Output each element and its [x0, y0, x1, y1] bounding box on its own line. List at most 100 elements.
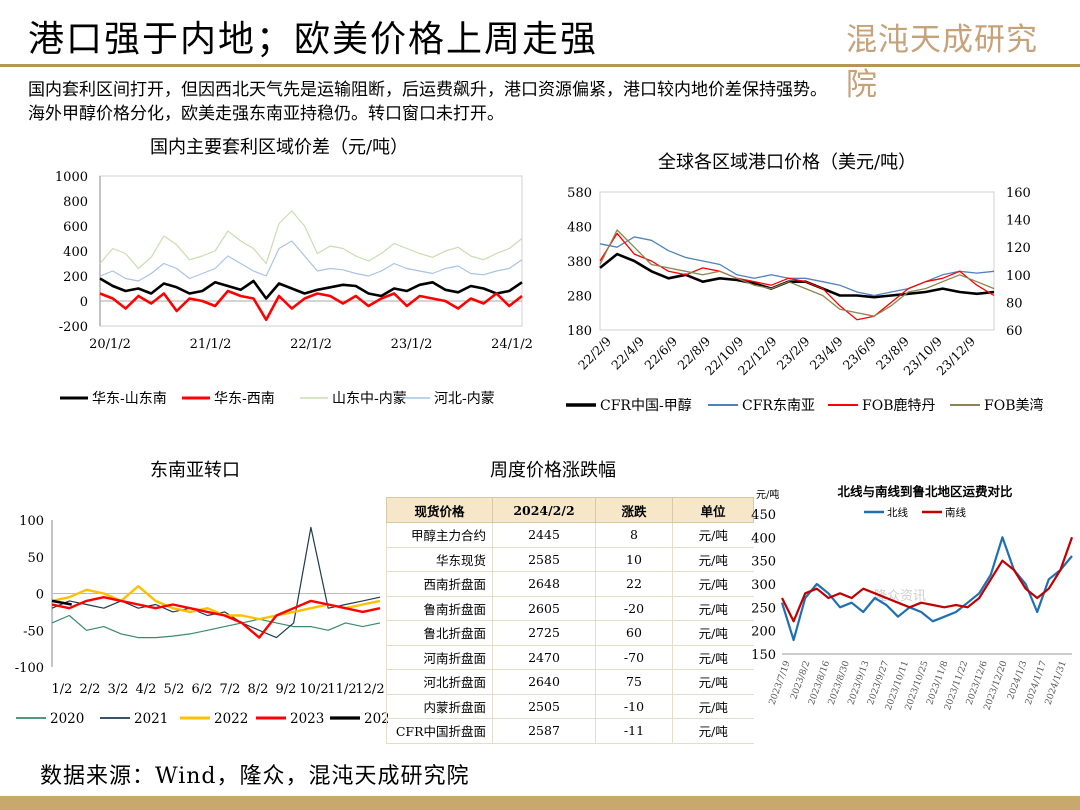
- legend-label: 北线: [887, 506, 908, 519]
- series-line-2: [781, 536, 1074, 623]
- chart-sea: 100 50 0 -50 -100 1/2 2/2 3/2 4/2 5/2 6/2 7/2 8/2 9/2…: [15, 514, 388, 727]
- table-cell: CFR中国折盘面: [386, 718, 493, 744]
- table-row: 河南折盘面 2470 -70 元/吨: [386, 645, 754, 670]
- table-cell: 2725: [492, 620, 596, 646]
- table-cell: 2470: [492, 645, 596, 670]
- table-cell: 内蒙折盘面: [386, 694, 493, 719]
- legend-label: 2024: [364, 711, 388, 727]
- table-row: 河北折盘面 2640 75 元/吨: [386, 669, 754, 695]
- legend-label: FOB鹿特丹: [862, 397, 935, 414]
- table-row: 鲁北折盘面 2725 60 元/吨: [386, 620, 754, 646]
- table-cell: 元/吨: [672, 571, 754, 597]
- table-title-weekly: 周度价格涨跌幅: [490, 460, 616, 481]
- table-cell: 10: [595, 547, 673, 572]
- x-tick-label: 22/1/2: [290, 337, 332, 352]
- table-header-cell: 涨跌: [595, 497, 673, 523]
- y-tick-label: 600: [63, 220, 88, 235]
- plot-area: [599, 191, 995, 331]
- series-line-4: [51, 595, 381, 639]
- y-tick-label: 200: [751, 625, 776, 640]
- table-cell: 鲁北折盘面: [386, 620, 493, 646]
- table-cell: 2587: [492, 718, 596, 744]
- legend-label: 河北-内蒙: [434, 391, 495, 407]
- series-line-4: [99, 240, 523, 282]
- y-tick-label: 300: [751, 578, 776, 593]
- y-tick-label: -100: [15, 661, 44, 676]
- y-tick-label: 800: [63, 195, 88, 210]
- series-line-1: [99, 277, 523, 300]
- y-tick-label: 100: [19, 514, 44, 529]
- brand-logo: 混沌天成研究院: [846, 10, 1058, 103]
- x-tick-label: 12/2: [355, 682, 384, 697]
- table-cell: 元/吨: [672, 596, 754, 621]
- y-tick-label: 400: [63, 245, 88, 260]
- table-cell: 元/吨: [672, 645, 754, 670]
- legend-label: CFR东南亚: [742, 398, 815, 414]
- x-tick-label: 1/2: [52, 682, 73, 697]
- table-row: CFR中国折盘面 2587 -11 元/吨: [386, 718, 754, 744]
- table-cell: 河北折盘面: [386, 669, 493, 695]
- x-tick-label: 22/2/9: [575, 333, 614, 372]
- legend-label: 华东-山东南: [92, 391, 167, 407]
- x-tick-label: 5/2: [164, 682, 185, 697]
- table-cell: 2445: [492, 522, 596, 548]
- x-tick-label: 3/2: [108, 682, 129, 697]
- y-tick-label: 150: [751, 648, 776, 663]
- y-tick-label: 0: [80, 295, 88, 310]
- table-cell: 河南折盘面: [386, 645, 493, 670]
- table-row: 内蒙折盘面 2505 -10 元/吨: [386, 694, 754, 719]
- x-tick-label: 20/1/2: [89, 337, 131, 352]
- series-line-2: [51, 526, 381, 639]
- table-header-cell: 现货价格: [386, 497, 493, 523]
- y-tick-label: 250: [751, 601, 776, 616]
- y-tick-label: 400: [751, 531, 776, 546]
- y-tick-label: 280: [567, 290, 592, 305]
- y2-tick-label: 160: [1006, 186, 1031, 201]
- table-cell: 鲁南折盘面: [386, 596, 493, 621]
- legend-label: 华东-西南: [214, 391, 275, 407]
- y-tick-label: 1000: [55, 170, 88, 185]
- table-cell: 元/吨: [672, 669, 754, 695]
- page-title: 港口强于内地；欧美价格上周走强: [28, 19, 599, 60]
- table-cell: 元/吨: [672, 694, 754, 719]
- x-tick-label: 23/2/9: [774, 333, 813, 372]
- table-cell: 22: [595, 571, 673, 597]
- table-body: 甲醇主力合约 2445 8 元/吨 华东现货 2585 10 元/吨 西南折盘面 2648 22 元/…: [386, 522, 754, 744]
- table-cell: -11: [595, 718, 673, 744]
- chart-freight: 北线与南线到鲁北地区运费对比 元/吨北线 南线 450 400 350 300 250 200 1…: [751, 484, 1074, 712]
- legend-label: 2021: [134, 711, 168, 727]
- table-cell: 2640: [492, 669, 596, 695]
- table-cell: 华东现货: [386, 547, 493, 572]
- y2-tick-label: 80: [1006, 296, 1023, 311]
- table-row: 甲醇主力合约 2445 8 元/吨: [386, 522, 754, 548]
- table-cell: 元/吨: [672, 620, 754, 646]
- legend-label: 2023: [290, 711, 324, 727]
- footer-bar: [0, 796, 1080, 810]
- series-line-5: [51, 599, 72, 606]
- table-cell: 元/吨: [672, 547, 754, 572]
- y2-tick-label: 140: [1006, 214, 1031, 229]
- y2-tick-label: 60: [1006, 324, 1023, 339]
- x-tick-label: 10/2: [299, 682, 328, 697]
- y-tick-label: 380: [567, 255, 592, 270]
- y-tick-label: -50: [23, 624, 44, 639]
- x-tick-label: 6/2: [192, 682, 213, 697]
- chart-title-freight: 北线与南线到鲁北地区运费对比: [837, 484, 1013, 499]
- table-cell: 2648: [492, 571, 596, 597]
- x-tick-label: 7/2: [220, 682, 241, 697]
- header-divider: [0, 64, 1080, 67]
- x-tick-label: 22/6/9: [641, 333, 680, 372]
- table-cell: 2585: [492, 547, 596, 572]
- legend-label: CFR中国-甲醇: [600, 397, 692, 414]
- x-tick-label: 4/2: [136, 682, 157, 697]
- table-cell: -70: [595, 645, 673, 670]
- x-tick-label: 9/2: [276, 682, 297, 697]
- x-tick-label: 23/6/9: [840, 333, 879, 372]
- watermark-text: 隆众资讯: [874, 589, 926, 604]
- series-line-4: [599, 229, 995, 317]
- series-line-1: [599, 252, 995, 299]
- y-tick-label: 50: [27, 551, 44, 566]
- chart-title-global: 全球各区域港口价格（美元/吨）: [658, 152, 917, 173]
- intro-line: 国内套利区间打开，但因西北天气先是运输阻断，后运费飙升，港口资源偏紧，港口较内地…: [28, 80, 827, 100]
